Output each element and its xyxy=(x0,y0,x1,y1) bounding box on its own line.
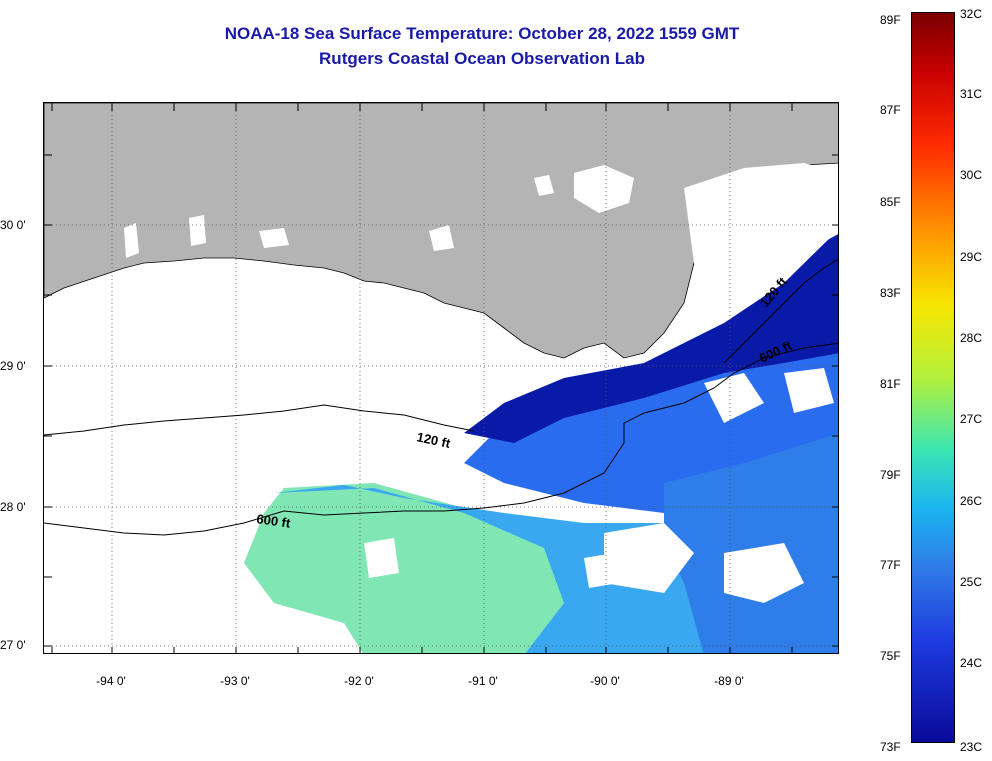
cool-water-east xyxy=(664,433,838,653)
lon-label: -90 0' xyxy=(590,674,620,688)
temperature-colorbar xyxy=(911,12,955,743)
colorbar-c-label: 26C xyxy=(960,494,983,508)
map-title: NOAA-18 Sea Surface Temperature: October… xyxy=(224,24,740,43)
colorbar-f-label: 75F xyxy=(880,649,901,663)
colorbar-c-label: 23C xyxy=(960,740,983,754)
colorbar-c-label: 27C xyxy=(960,412,983,426)
colorbar-f-label: 85F xyxy=(880,195,901,209)
colorbar-f-label: 89F xyxy=(880,13,901,27)
contour-120ft-east xyxy=(723,258,838,364)
lon-label: -89 0' xyxy=(714,674,744,688)
lat-label: 28 0' xyxy=(0,500,26,514)
colorbar-c-label: 29C xyxy=(960,250,983,264)
colorbar-f-label: 77F xyxy=(880,558,901,572)
contour-600ft xyxy=(44,342,838,536)
cloud-patch xyxy=(364,538,399,578)
lon-label: -93 0' xyxy=(220,674,250,688)
lon-label: -91 0' xyxy=(468,674,498,688)
sst-map: 120 ft 600 ft 120 ft 600 ft xyxy=(43,102,839,654)
lon-label: -94 0' xyxy=(96,674,126,688)
cold-water-region xyxy=(464,229,838,443)
colorbar-f-label: 87F xyxy=(880,103,901,117)
contour-label: 120 ft xyxy=(415,429,452,451)
inland-lake xyxy=(429,225,454,251)
cloud-patch xyxy=(584,553,619,588)
cloud-patch xyxy=(704,373,764,423)
colorbar-f-label: 79F xyxy=(880,468,901,482)
inland-lake xyxy=(189,215,206,246)
cloud-patch xyxy=(684,163,838,303)
sst-field xyxy=(244,229,838,653)
lon-label: -92 0' xyxy=(344,674,374,688)
map-ticks xyxy=(44,103,838,653)
colorbar-c-label: 25C xyxy=(960,575,983,589)
map-gridlines xyxy=(44,103,838,653)
colorbar-c-label: 30C xyxy=(960,168,983,182)
colorbar-c-label: 32C xyxy=(960,7,983,21)
lat-label: 27 0' xyxy=(0,638,26,652)
map-subtitle: Rutgers Coastal Ocean Observation Lab xyxy=(319,49,645,68)
cloud-patch xyxy=(784,368,834,413)
lat-label: 30 0' xyxy=(0,218,26,232)
colorbar-f-label: 81F xyxy=(880,377,901,391)
lat-label: 29 0' xyxy=(0,359,26,373)
colorbar-f-label: 83F xyxy=(880,286,901,300)
colorbar-c-label: 31C xyxy=(960,87,983,101)
colorbar-c-label: 28C xyxy=(960,331,983,345)
inland-lake xyxy=(259,228,289,248)
cloud-patch xyxy=(724,543,804,603)
inland-lake xyxy=(574,165,634,213)
inland-lake xyxy=(534,175,554,196)
inland-lake xyxy=(124,223,139,258)
contour-label: 600 ft xyxy=(256,511,292,531)
colorbar-c-label: 24C xyxy=(960,656,983,670)
colorbar-f-label: 73F xyxy=(880,740,901,754)
cloud-patch xyxy=(604,523,694,593)
contour-120ft xyxy=(44,404,475,436)
warm-water-region xyxy=(244,483,564,653)
